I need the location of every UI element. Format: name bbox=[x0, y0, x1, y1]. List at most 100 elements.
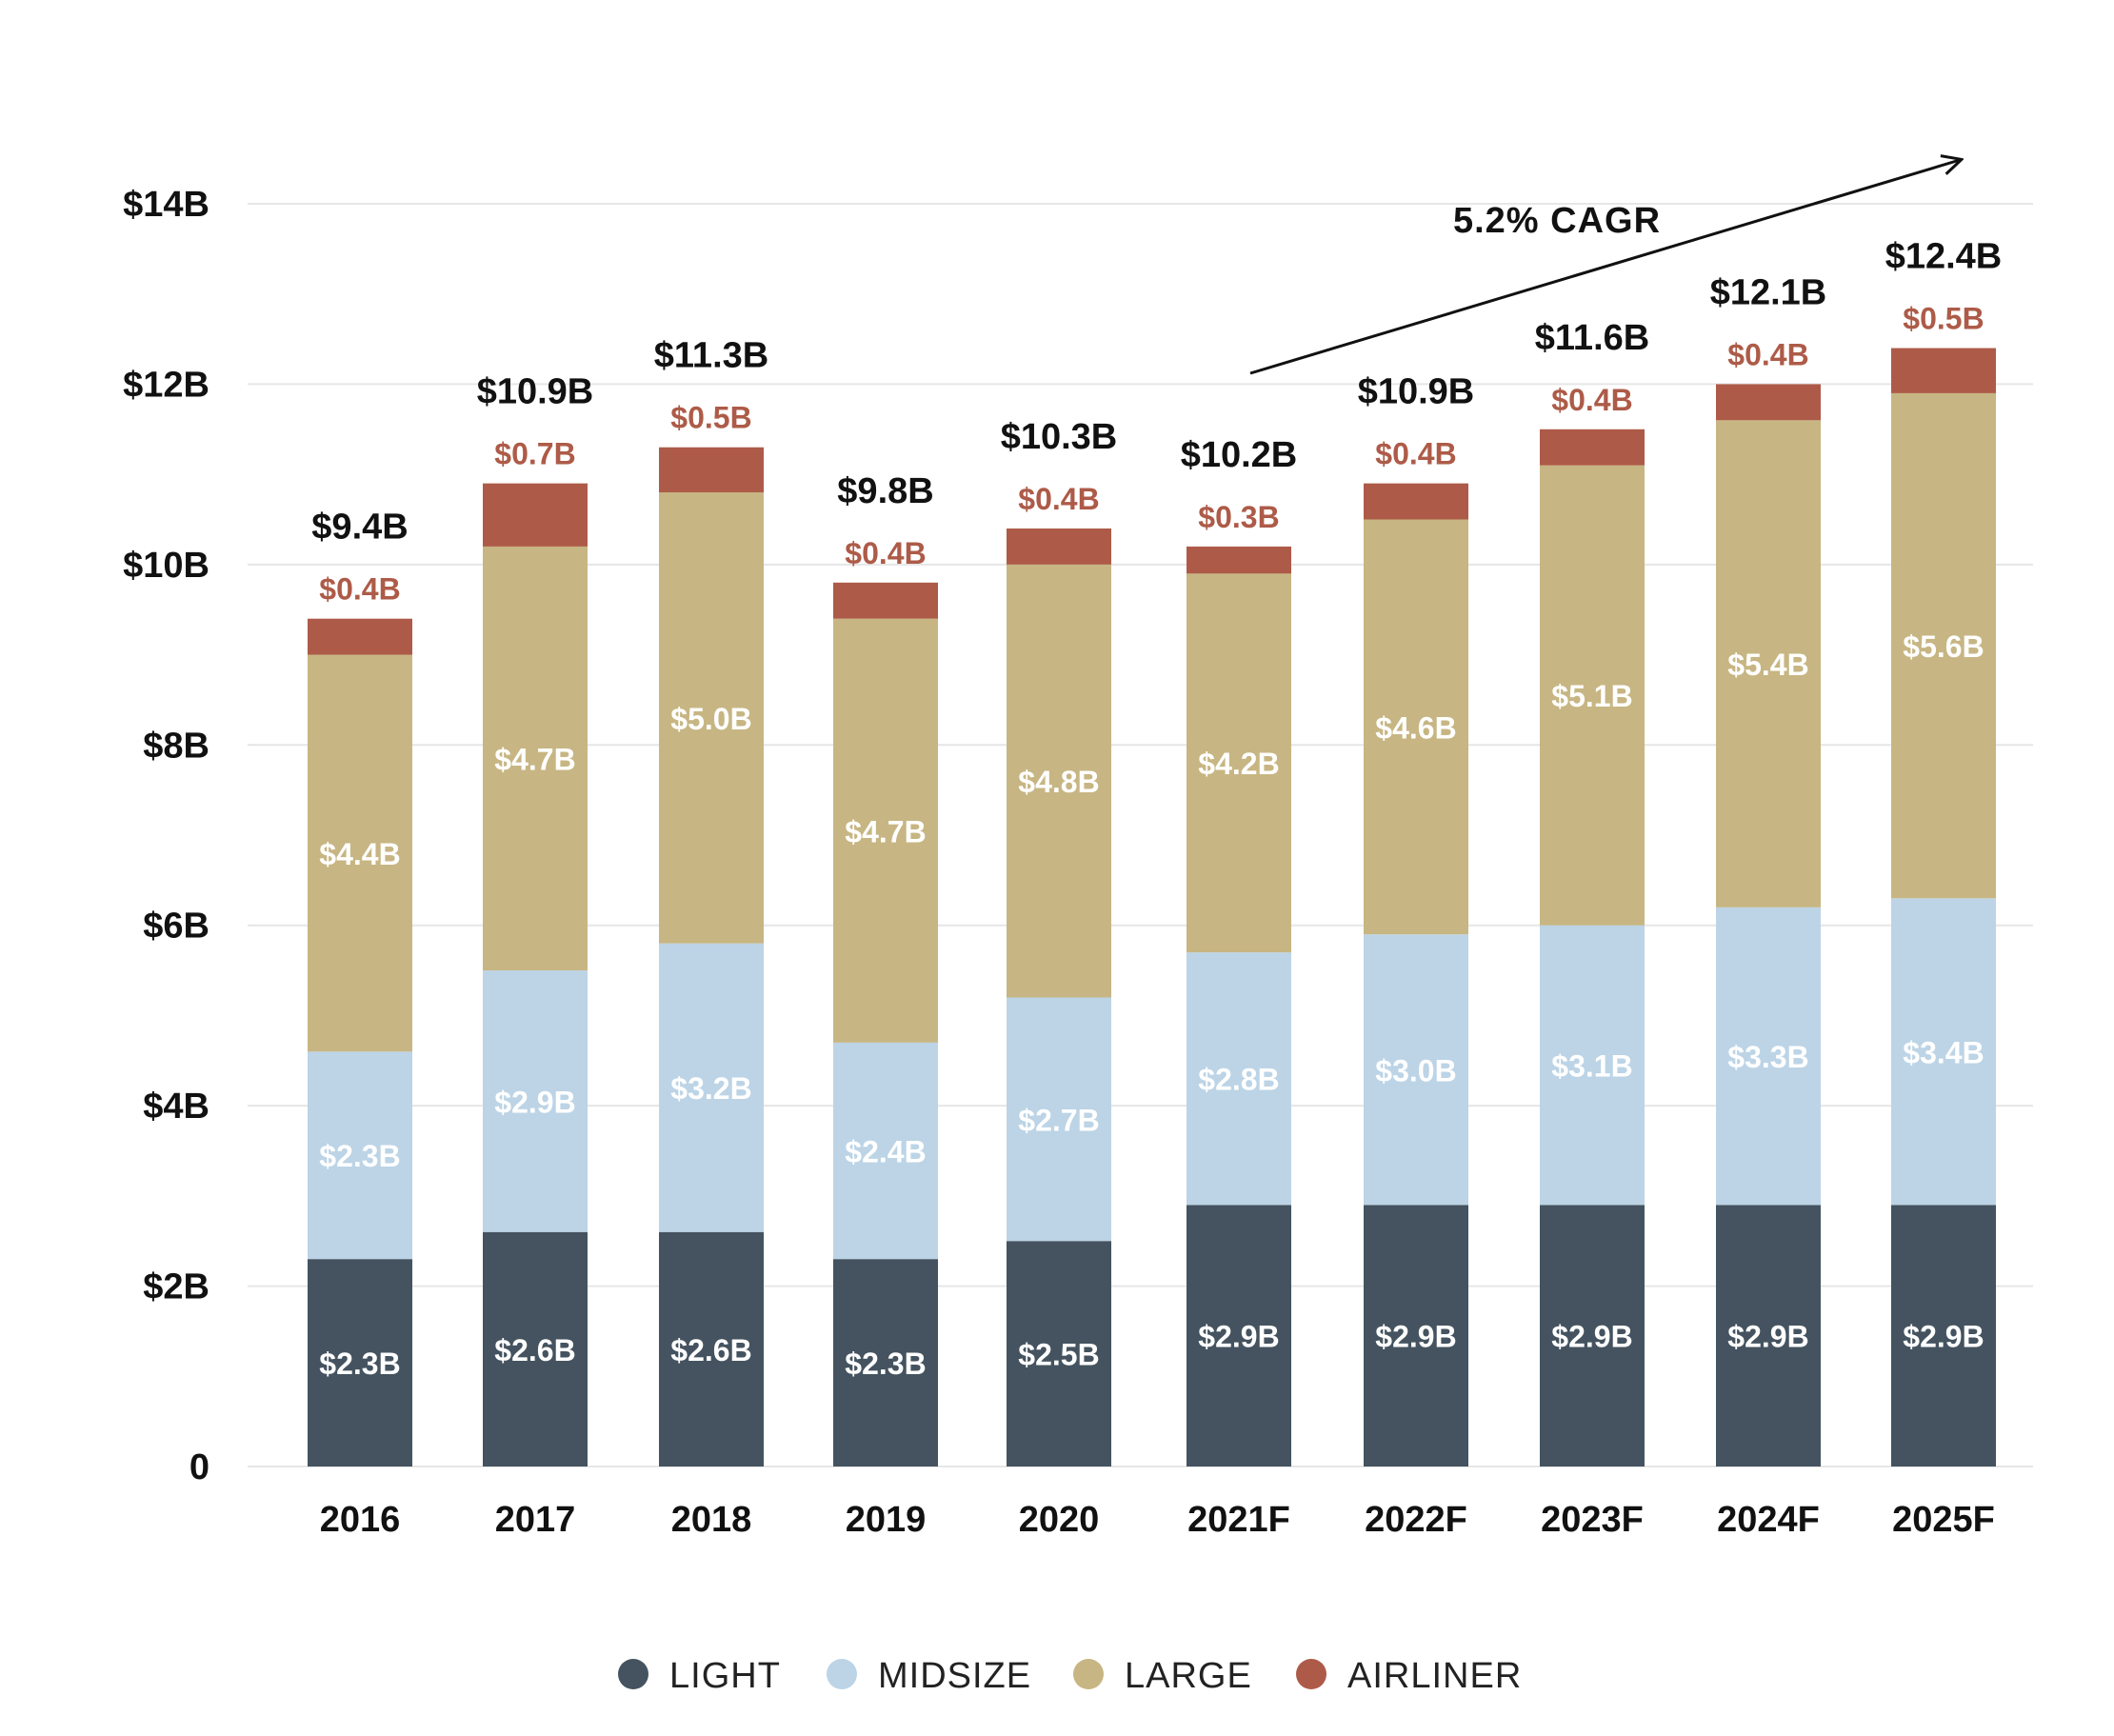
x-tick-label: 2019 bbox=[846, 1500, 927, 1540]
data-label-large: $4.4B bbox=[319, 837, 400, 871]
data-label-light: $2.3B bbox=[319, 1347, 400, 1381]
data-label-midsize: $2.4B bbox=[845, 1135, 926, 1169]
bar-segment-large bbox=[1187, 573, 1291, 953]
bar-segment-midsize bbox=[1364, 934, 1468, 1206]
data-label-midsize: $3.2B bbox=[670, 1071, 751, 1106]
x-axis-ticks: 2016 2017 2018 2019 2020 2021F 2022F 2023F 2024F… bbox=[320, 1500, 1995, 1540]
bar-segment-midsize bbox=[1187, 952, 1291, 1206]
total-label: $9.4B bbox=[311, 508, 408, 548]
data-label-midsize: $2.8B bbox=[1198, 1063, 1279, 1097]
bar-segment-airliner bbox=[308, 618, 412, 655]
y-tick-label: $4B bbox=[143, 1087, 209, 1127]
data-label-airliner: $0.4B bbox=[1375, 437, 1456, 471]
x-tick-label: 2020 bbox=[1019, 1500, 1100, 1540]
legend: LIGHT MIDSIZE LARGE AIRLINER bbox=[618, 1656, 1522, 1696]
bar-segment-large bbox=[308, 654, 412, 1052]
legend-swatch bbox=[1296, 1659, 1326, 1689]
bar-group: $2.3B $2.4B $4.7B $0.4B $9.8B bbox=[833, 471, 938, 1467]
data-label-midsize: $2.9B bbox=[494, 1085, 575, 1119]
bar-segment-large bbox=[1364, 519, 1468, 935]
y-axis-ticks: 0 $2B $4B $6B $8B $10B $12B $14B bbox=[123, 185, 209, 1487]
data-label-airliner: $0.5B bbox=[670, 401, 751, 435]
data-label-airliner: $0.4B bbox=[1551, 383, 1632, 417]
bar-segment-large bbox=[1891, 392, 1996, 899]
data-label-light: $2.9B bbox=[1551, 1320, 1632, 1354]
data-label-airliner: $0.4B bbox=[1018, 482, 1099, 516]
bar-segment-midsize bbox=[1007, 997, 1111, 1242]
x-tick-label: 2017 bbox=[495, 1500, 576, 1540]
y-tick-label: $6B bbox=[143, 907, 209, 947]
total-label: $12.1B bbox=[1710, 272, 1827, 312]
total-label: $11.3B bbox=[654, 336, 768, 376]
bar-group: $2.9B $3.1B $5.1B $0.4B $11.6B bbox=[1535, 318, 1649, 1467]
bar-segment-large bbox=[659, 492, 764, 944]
bar-segment-airliner bbox=[483, 483, 588, 547]
data-label-light: $2.3B bbox=[845, 1347, 926, 1381]
bar-segment-large bbox=[483, 546, 588, 971]
data-label-large: $5.6B bbox=[1903, 629, 1984, 664]
bar-segment-airliner bbox=[1891, 348, 1996, 393]
data-label-airliner: $0.4B bbox=[319, 572, 400, 607]
bar-group: $2.9B $2.8B $4.2B $0.3B $10.2B bbox=[1181, 435, 1297, 1467]
cagr-arrow bbox=[1249, 160, 1960, 375]
bar-segment-airliner bbox=[1187, 546, 1291, 574]
data-label-large: $5.1B bbox=[1551, 679, 1632, 713]
x-tick-label: 2021F bbox=[1187, 1500, 1290, 1540]
legend-item-light: LIGHT bbox=[618, 1656, 780, 1696]
bar-segment-light bbox=[1716, 1205, 1821, 1467]
data-label-light: $2.9B bbox=[1903, 1320, 1984, 1354]
data-label-light: $2.5B bbox=[1018, 1338, 1099, 1372]
data-label-light: $2.9B bbox=[1375, 1320, 1456, 1354]
bar-group: $2.9B $3.0B $4.6B $0.4B $10.9B bbox=[1358, 372, 1475, 1467]
x-tick-label: 2016 bbox=[320, 1500, 401, 1540]
legend-label: MIDSIZE bbox=[878, 1656, 1031, 1696]
bar-segment-large bbox=[1007, 564, 1111, 998]
data-label-light: $2.9B bbox=[1198, 1320, 1279, 1354]
data-label-airliner: $0.5B bbox=[1903, 302, 1984, 336]
data-label-midsize: $3.0B bbox=[1375, 1053, 1456, 1087]
bar-segment-light bbox=[1364, 1205, 1468, 1467]
legend-swatch bbox=[1073, 1659, 1104, 1689]
total-label: $10.3B bbox=[1001, 417, 1118, 457]
legend-label: AIRLINER bbox=[1347, 1656, 1522, 1696]
total-label: $11.6B bbox=[1535, 318, 1649, 358]
data-label-airliner: $0.7B bbox=[494, 437, 575, 471]
bar-segment-airliner bbox=[1364, 483, 1468, 520]
legend-item-midsize: MIDSIZE bbox=[827, 1656, 1031, 1696]
bar-segment-airliner bbox=[833, 582, 938, 619]
bar-segment-light bbox=[308, 1259, 412, 1467]
bar-group: $2.9B $3.3B $5.4B $0.4B $12.1B bbox=[1710, 272, 1827, 1467]
data-label-midsize: $2.7B bbox=[1018, 1103, 1099, 1137]
bar-segment-large bbox=[1540, 465, 1645, 926]
x-tick-label: 2022F bbox=[1365, 1500, 1467, 1540]
bar-segment-airliner bbox=[1716, 384, 1821, 421]
bars: $2.3B $2.3B $4.4B $0.4B $9.4B $2.6B $2.9B $4.7B… bbox=[308, 237, 2002, 1467]
data-label-large: $4.7B bbox=[494, 742, 575, 776]
bar-segment-midsize bbox=[308, 1051, 412, 1260]
data-label-airliner: $0.3B bbox=[1198, 500, 1279, 534]
bar-segment-midsize bbox=[833, 1042, 938, 1260]
data-label-midsize: $3.1B bbox=[1551, 1049, 1632, 1084]
x-tick-label: 2025F bbox=[1892, 1500, 1995, 1540]
data-label-midsize: $3.3B bbox=[1727, 1040, 1808, 1074]
data-label-large: $4.2B bbox=[1198, 747, 1279, 781]
data-label-airliner: $0.4B bbox=[845, 536, 926, 570]
data-label-midsize: $3.4B bbox=[1903, 1035, 1984, 1069]
bar-segment-light bbox=[659, 1231, 764, 1467]
bar-group: $2.6B $3.2B $5.0B $0.5B $11.3B bbox=[654, 336, 768, 1467]
bar-segment-airliner bbox=[659, 447, 764, 493]
data-label-large: $4.6B bbox=[1375, 710, 1456, 745]
total-label: $9.8B bbox=[837, 471, 933, 511]
bar-segment-large bbox=[1716, 420, 1821, 908]
data-label-large: $4.8B bbox=[1018, 765, 1099, 799]
total-label: $10.9B bbox=[1358, 372, 1475, 412]
data-label-large: $5.0B bbox=[670, 702, 751, 736]
x-tick-label: 2023F bbox=[1541, 1500, 1644, 1540]
bar-segment-light bbox=[833, 1259, 938, 1467]
bar-segment-airliner bbox=[1540, 429, 1645, 466]
bar-segment-light bbox=[1891, 1205, 1996, 1467]
cagr-label: 5.2% CAGR bbox=[1453, 201, 1661, 241]
bar-group: $2.5B $2.7B $4.8B $0.4B $10.3B bbox=[1001, 417, 1118, 1467]
